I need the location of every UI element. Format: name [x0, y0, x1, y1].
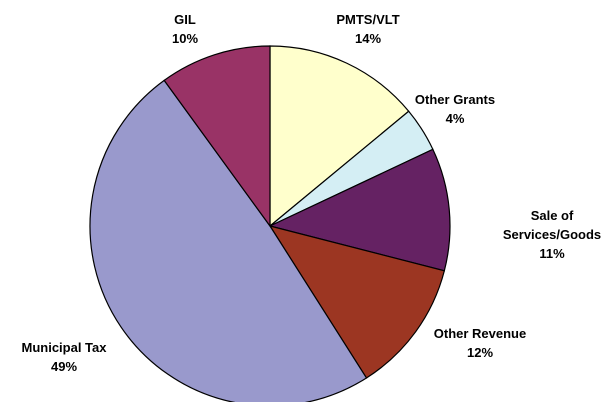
pie-slice [163, 45, 271, 228]
slice-label: Other Revenue 12% [410, 324, 550, 362]
pie-slice [89, 79, 368, 402]
slice-label: Sale of Services/Goods 11% [497, 206, 602, 263]
slice-label: PMTS/VLT 14% [308, 10, 428, 48]
slice-label: Municipal Tax 49% [0, 338, 134, 376]
value-label: 10% [171, 31, 199, 46]
value-label: 14% [354, 31, 382, 46]
category-name: Municipal Tax [21, 340, 107, 355]
category-name: Other Grants [414, 92, 496, 107]
value-label: 11% [539, 246, 565, 261]
value-label: 49% [50, 359, 78, 374]
category-name: PMTS/VLT [336, 12, 400, 27]
pie-slice [268, 148, 451, 272]
category-name: Sale of Services/Goods [502, 208, 602, 242]
pie-slice [269, 45, 410, 228]
category-name: Other Revenue [433, 326, 527, 341]
value-label: 4% [445, 111, 465, 126]
category-name: GIL [174, 12, 196, 27]
slice-label: Other Grants 4% [395, 90, 515, 128]
slice-label: GIL 10% [145, 10, 225, 48]
value-label: 12% [466, 345, 494, 360]
pie-slice [268, 225, 446, 379]
